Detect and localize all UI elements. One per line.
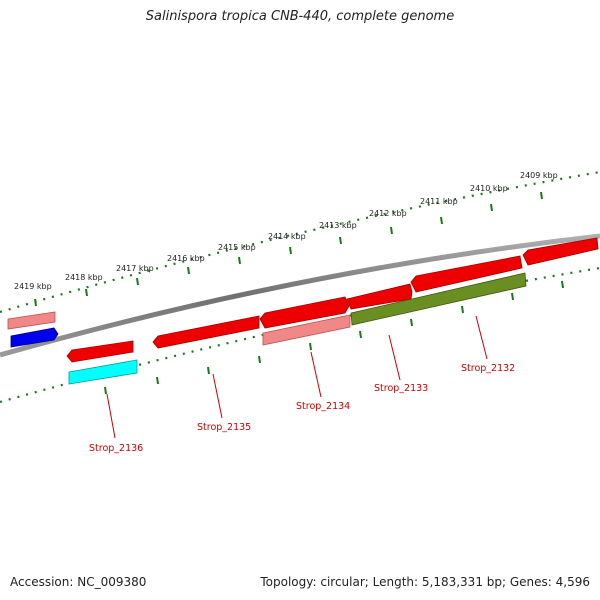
gene-feature[interactable] <box>522 237 599 266</box>
outer-tick <box>34 298 37 307</box>
inner-tick <box>309 342 312 351</box>
gene-feature[interactable] <box>350 272 527 326</box>
outer-scale-ruler <box>0 170 600 314</box>
gene-label-strop-2133[interactable]: Strop_2133 <box>374 383 428 394</box>
outer-tick <box>187 266 190 275</box>
leader-line <box>106 393 116 439</box>
gene-leader-lines <box>106 315 488 439</box>
outer-ruler-dots <box>0 170 600 314</box>
outer-tick <box>490 203 493 212</box>
inner-tick <box>258 355 261 364</box>
tick-label-2418: 2418 kbp <box>65 273 103 282</box>
outer-tick <box>390 226 393 235</box>
outer-tick <box>238 256 241 265</box>
inner-tick <box>359 330 362 339</box>
gene-feature[interactable] <box>346 283 413 310</box>
gene-feature[interactable] <box>68 359 138 385</box>
tick-label-2414: 2414 kbp <box>268 232 306 241</box>
gene-feature[interactable] <box>7 311 56 330</box>
tick-label-2410: 2410 kbp <box>470 184 508 193</box>
tick-label-2409: 2409 kbp <box>520 171 558 180</box>
tick-label-2412: 2412 kbp <box>369 209 407 218</box>
outer-tick <box>136 277 139 286</box>
inner-tick <box>410 318 413 327</box>
inner-tick <box>561 280 564 289</box>
inner-tick <box>207 366 210 375</box>
outer-tick <box>289 246 292 255</box>
inner-tick <box>511 292 514 301</box>
outer-tick <box>440 216 443 225</box>
leader-line <box>310 351 322 398</box>
gene-label-strop-2135[interactable]: Strop_2135 <box>197 422 251 433</box>
tick-label-2419: 2419 kbp <box>14 282 52 291</box>
map-title: Salinispora tropica CNB-440, complete ge… <box>145 9 455 24</box>
footer-accession: Accession: NC_009380 <box>10 575 147 589</box>
genome-backbone <box>0 233 600 358</box>
outer-major-ticks <box>34 191 543 307</box>
gene-feature[interactable] <box>262 314 351 346</box>
tick-label-2415: 2415 kbp <box>218 243 256 252</box>
inner-major-ticks <box>104 280 564 395</box>
gene-label-strop-2132[interactable]: Strop_2132 <box>461 363 515 374</box>
outer-tick <box>339 236 342 245</box>
gene-feature[interactable] <box>66 340 134 363</box>
leader-line <box>388 334 401 381</box>
gene-feature[interactable] <box>410 255 523 293</box>
tick-label-2411: 2411 kbp <box>420 197 458 206</box>
tick-label-2417: 2417 kbp <box>116 264 154 273</box>
tick-label-2416: 2416 kbp <box>167 254 205 263</box>
inner-tick <box>104 386 107 395</box>
footer-genome-info: Topology: circular; Length: 5,183,331 bp… <box>260 575 590 589</box>
gene-feature[interactable] <box>152 315 260 349</box>
gene-label-strop-2136[interactable]: Strop_2136 <box>89 443 143 454</box>
outer-tick <box>540 191 543 200</box>
tick-label-2413: 2413 kbp <box>319 221 357 230</box>
outer-tick <box>85 288 88 297</box>
gene-feature[interactable] <box>259 296 350 329</box>
inner-tick <box>461 305 464 314</box>
inner-feature-track <box>10 272 527 385</box>
leader-line <box>475 315 488 360</box>
leader-line <box>212 373 223 419</box>
inner-tick <box>156 376 159 385</box>
outer-feature-track <box>7 237 599 330</box>
gene-feature[interactable] <box>10 327 59 348</box>
gene-label-strop-2134[interactable]: Strop_2134 <box>296 401 350 412</box>
